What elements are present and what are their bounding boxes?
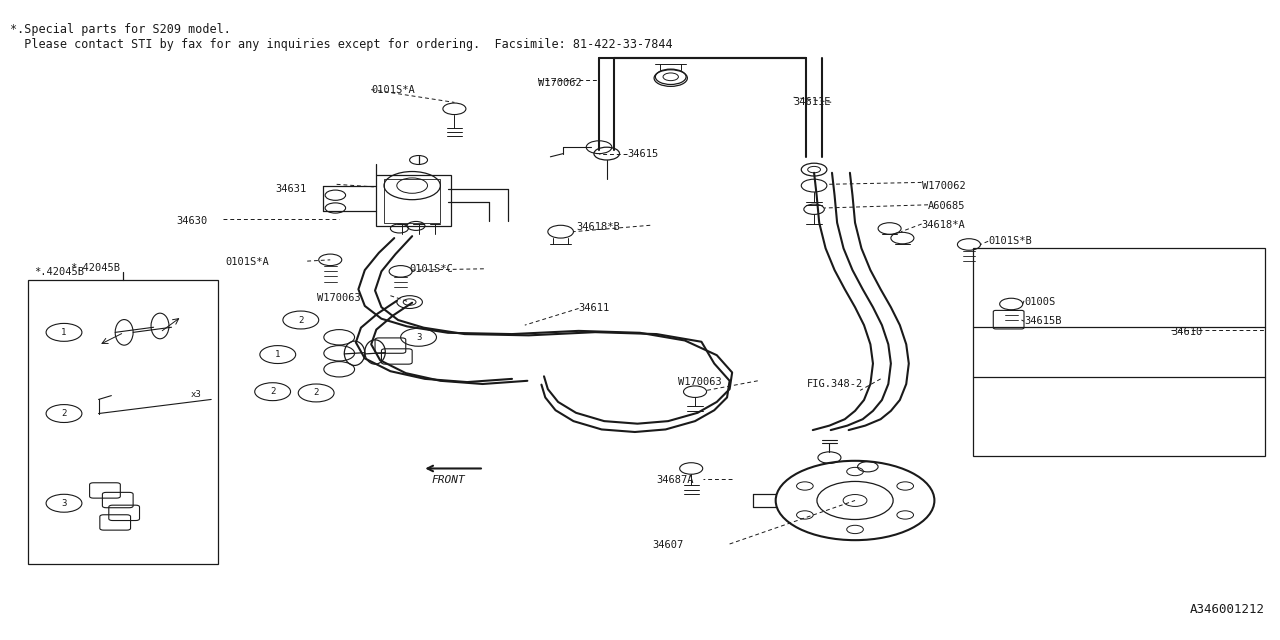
Bar <box>28 280 218 564</box>
Text: 34615B: 34615B <box>1024 316 1061 326</box>
Text: 1: 1 <box>275 350 280 359</box>
Bar <box>384 179 440 223</box>
Text: *.42045B: *.42045B <box>35 267 84 277</box>
Text: x3: x3 <box>191 390 201 399</box>
Text: FIG.348-2: FIG.348-2 <box>806 379 863 389</box>
Text: 3: 3 <box>61 499 67 508</box>
Bar <box>376 175 451 226</box>
Text: W170063: W170063 <box>678 377 722 387</box>
Text: *.42045B: *.42045B <box>70 262 120 273</box>
Text: 1: 1 <box>61 328 67 337</box>
Text: 2: 2 <box>298 316 303 324</box>
Text: 0101S*A: 0101S*A <box>225 257 269 268</box>
Text: 0100S: 0100S <box>1024 297 1055 307</box>
Text: 34607: 34607 <box>653 540 684 550</box>
Text: W170063: W170063 <box>317 292 361 303</box>
Text: Please contact STI by fax for any inquiries except for ordering.  Facsimile: 81-: Please contact STI by fax for any inquir… <box>10 38 673 51</box>
Text: W170062: W170062 <box>922 180 965 191</box>
Text: 34618*A: 34618*A <box>922 220 965 230</box>
Text: 34611E: 34611E <box>794 97 831 108</box>
Text: 0101S*C: 0101S*C <box>410 264 453 274</box>
Text: FRONT: FRONT <box>431 475 465 485</box>
Text: 2: 2 <box>270 387 275 396</box>
Text: 34611: 34611 <box>579 303 609 314</box>
Text: A346001212: A346001212 <box>1189 603 1265 616</box>
Text: 34615: 34615 <box>627 148 658 159</box>
Text: 34610: 34610 <box>1171 326 1202 337</box>
Text: A60685: A60685 <box>928 201 965 211</box>
Text: 34618*B: 34618*B <box>576 222 620 232</box>
Text: 0101S*B: 0101S*B <box>988 236 1032 246</box>
Text: 34687A: 34687A <box>657 475 694 485</box>
Text: W170062: W170062 <box>538 78 581 88</box>
Text: 2: 2 <box>314 388 319 397</box>
Text: 3: 3 <box>416 333 421 342</box>
Text: *.Special parts for S209 model.: *.Special parts for S209 model. <box>10 23 232 36</box>
Bar <box>973 248 1265 456</box>
Text: 0101S*A: 0101S*A <box>371 84 415 95</box>
Text: 2: 2 <box>61 409 67 418</box>
Text: 34631: 34631 <box>275 184 306 194</box>
Text: 34630: 34630 <box>177 216 207 226</box>
